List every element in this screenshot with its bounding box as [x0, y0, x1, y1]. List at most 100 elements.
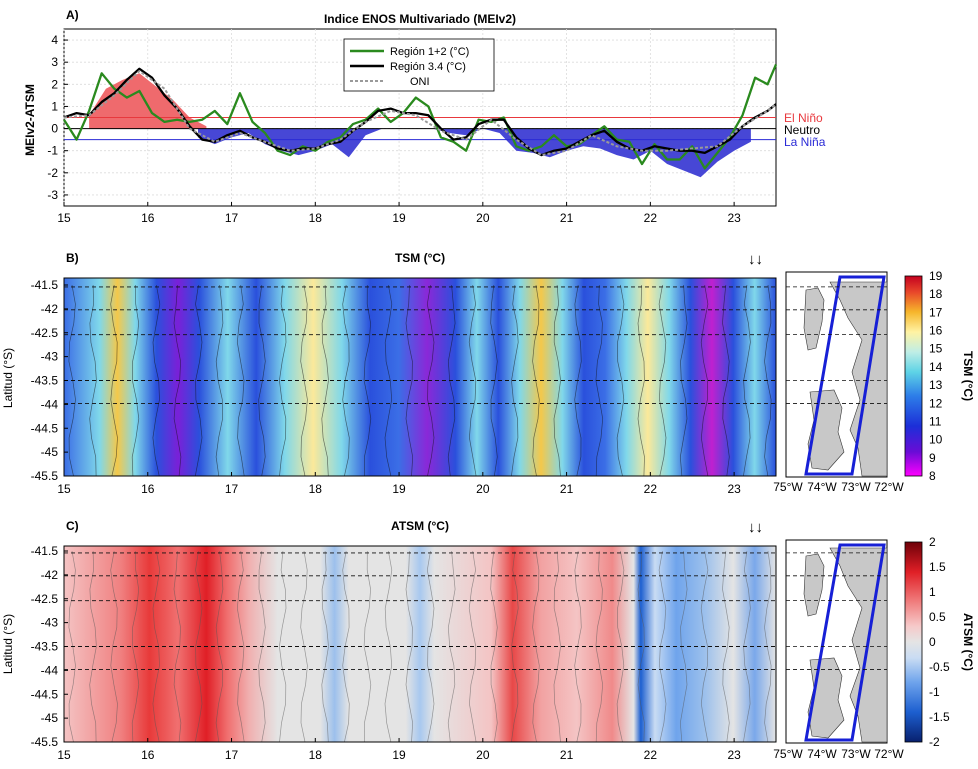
- y-tick-label: -44.5: [31, 421, 59, 435]
- x-tick-label: 18: [309, 211, 323, 225]
- legend-label-region34: Región 3.4 (°C): [390, 61, 466, 73]
- threshold-label-el-nino: El Niño: [784, 111, 823, 125]
- colorbar-tick-label: 9: [929, 451, 936, 465]
- y-tick-label: -45: [41, 445, 59, 459]
- contour-line: [236, 550, 245, 743]
- contour-line: [279, 550, 287, 743]
- panel-a-title: Indice ENOS Multivariado (MEIv2): [324, 12, 516, 26]
- panel-b-label: B): [66, 251, 79, 265]
- map-xtick-75w: 75°W: [773, 480, 803, 494]
- contour-line: [722, 550, 730, 743]
- area-positive: [89, 73, 207, 129]
- panel-c-frame: [63, 545, 777, 743]
- colorbar-tick-label: 16: [929, 324, 943, 338]
- y-tick-label: 4: [51, 33, 58, 47]
- x-tick-label: 23: [727, 482, 741, 496]
- panel-b-title: TSM (°C): [395, 251, 445, 265]
- x-tick-label: 18: [309, 482, 323, 496]
- panel-b-colorbar: [904, 275, 923, 477]
- contour-line: [616, 284, 625, 477]
- panel-a-lines: [63, 63, 778, 170]
- contour-line: [468, 550, 477, 743]
- panel-a-ylabel: MEIv2-ATSM: [23, 84, 37, 156]
- panel-c-heatmap: [64, 546, 776, 742]
- x-tick-label: 17: [225, 748, 239, 762]
- x-tick-label: 23: [727, 211, 741, 225]
- colorbar-tick-label: 19: [929, 269, 943, 283]
- contour-line: [426, 550, 435, 743]
- map-land-c: [829, 547, 888, 743]
- contour-line: [637, 550, 645, 743]
- series-line-oni: [63, 70, 777, 157]
- x-tick-label: 17: [225, 482, 239, 496]
- panel-c-label: C): [66, 519, 79, 533]
- map-xtick-75w-c: 75°W: [773, 747, 803, 761]
- panel-c-arrows: ↓↓: [748, 519, 763, 536]
- contour-line: [511, 550, 519, 743]
- x-tick-label: 16: [141, 748, 155, 762]
- x-tick-label: 19: [392, 211, 406, 225]
- contour-line: [89, 550, 97, 743]
- colorbar-tick-label: 12: [929, 396, 943, 410]
- x-tick-label: 15: [57, 748, 71, 762]
- colorbar-tick-label: -0.5: [929, 660, 950, 674]
- colorbar-tick-label: 8: [929, 469, 936, 483]
- y-tick-label: -43: [41, 350, 59, 364]
- y-tick-label: -44.5: [31, 687, 59, 701]
- map-study-area-c: [804, 543, 886, 742]
- contour-line: [321, 550, 329, 743]
- series-line-region12: [63, 63, 778, 170]
- contour-line: [279, 284, 287, 477]
- contour-line: [553, 284, 561, 477]
- contour-line: [595, 284, 604, 477]
- contour-line: [616, 550, 625, 743]
- panel-c-ticks: -41.5 -42 -42.5 -43 -43.5 -44 -44.5 -45 -45.515 1…: [31, 544, 741, 762]
- x-tick-label: 15: [57, 211, 71, 225]
- contour-line: [700, 284, 709, 477]
- panel-b-contours: [68, 284, 772, 477]
- colorbar-tick-label: -2: [929, 735, 940, 749]
- panel-c-colorbar: [904, 541, 923, 743]
- x-tick-label: 19: [392, 482, 406, 496]
- colorbar-tick-label: -1: [929, 685, 940, 699]
- map-xticks: 75°W 74°W 73°W 72°W: [773, 480, 904, 494]
- panel-c-title: ATSM (°C): [391, 519, 449, 533]
- colorbar-tick-label: 13: [929, 378, 943, 392]
- y-tick-label: -44: [41, 397, 59, 411]
- contour-line: [131, 284, 140, 477]
- y-tick-label: 2: [51, 77, 58, 91]
- x-tick-label: 23: [727, 748, 741, 762]
- colorbar-tick-label: 15: [929, 342, 943, 356]
- y-tick-label: -43: [41, 616, 59, 630]
- colorbar-tick-label: 2: [929, 535, 936, 549]
- panel-c-ylabel: Latitud (°S): [1, 614, 15, 674]
- map-land: [829, 281, 888, 477]
- panel-c: C) ATSM (°C) ↓↓ -41.5 -42 -42.5 -43 -43.5 -44…: [1, 519, 975, 762]
- contour-line: [236, 284, 245, 477]
- x-tick-label: 20: [476, 482, 490, 496]
- contour-line: [363, 284, 372, 477]
- panel-c-colorbar-label: ATSM (°C): [961, 613, 975, 671]
- contour-line: [384, 284, 393, 477]
- x-tick-label: 20: [476, 211, 490, 225]
- panel-b-heatmap: [64, 278, 776, 476]
- x-tick-label: 19: [392, 748, 406, 762]
- y-tick-label: -41.5: [31, 278, 59, 292]
- colorbar-tick-label: 11: [929, 414, 942, 428]
- contour-line: [110, 550, 118, 743]
- contour-line: [384, 550, 393, 743]
- y-tick-label: -45: [41, 711, 59, 725]
- y-tick-label: -45.5: [31, 469, 59, 483]
- panel-b-colorbar-ticks: 19 18 17 16 15 14 13 12 11 10 9 8: [929, 269, 943, 483]
- colorbar-tick-label: 1: [929, 585, 936, 599]
- x-tick-label: 17: [225, 211, 239, 225]
- map-xtick-72w-c: 72°W: [874, 747, 904, 761]
- legend-label-region12: Región 1+2 (°C): [390, 46, 469, 58]
- map-xtick-73w: 73°W: [841, 480, 871, 494]
- colorbar-tick-label: 0: [929, 635, 936, 649]
- contour-line: [405, 284, 414, 477]
- panel-b-ticks: -41.5 -42 -42.5 -43 -43.5 -44 -44.5 -45 -45.515 1…: [31, 278, 741, 496]
- colorbar-tick-label: 0.5: [929, 610, 946, 624]
